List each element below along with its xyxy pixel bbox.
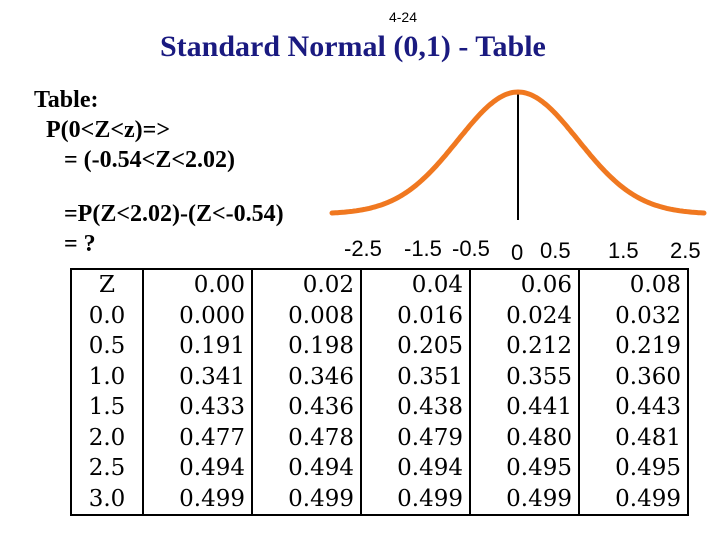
text-line-5: = ? <box>64 231 96 257</box>
probability-cell: 0.008 <box>251 300 361 331</box>
slide-title: Standard Normal (0,1) - Table <box>160 30 546 63</box>
table-header-cell: 0.06 <box>469 269 579 301</box>
probability-cell: 0.198 <box>251 331 361 362</box>
probability-cell: 0.024 <box>469 300 579 331</box>
probability-cell: 0.499 <box>251 483 361 515</box>
probability-cell: 0.494 <box>360 453 470 484</box>
probability-cell: 0.480 <box>469 422 579 453</box>
probability-cell: 0.441 <box>469 392 579 423</box>
probability-cell: 0.000 <box>142 300 252 331</box>
table-header-cell: Z <box>99 272 115 299</box>
probability-cell: 0.341 <box>142 361 252 392</box>
probability-cell: 0.494 <box>251 453 361 484</box>
text-line-1: Table: <box>34 87 99 113</box>
slide-number: 4-24 <box>388 9 418 25</box>
axis-label: -0.5 <box>452 236 490 261</box>
table-row: 2.0 0.477 0.478 0.479 0.480 0.481 <box>71 422 688 453</box>
probability-cell: 0.360 <box>578 361 688 392</box>
table-row: 1.0 0.341 0.346 0.351 0.355 0.360 <box>71 361 688 392</box>
probability-cell: 0.191 <box>142 331 252 362</box>
z-table: Z 0.00 0.02 0.04 0.06 0.08 0.0 0.000 0.008 0.016 0… <box>70 268 689 516</box>
probability-cell: 0.016 <box>360 300 470 331</box>
axis-label: 0 <box>511 240 524 265</box>
z-value-cell: 1.0 <box>88 363 126 390</box>
z-value-cell: 0.0 <box>88 302 126 329</box>
z-value-cell: 3.0 <box>88 485 126 512</box>
table-row: 1.5 0.433 0.436 0.438 0.441 0.443 <box>71 392 688 423</box>
probability-cell: 0.355 <box>469 361 579 392</box>
probability-cell: 0.346 <box>251 361 361 392</box>
table-row: 3.0 0.499 0.499 0.499 0.499 0.499 <box>71 483 688 515</box>
probability-cell: 0.477 <box>142 422 252 453</box>
probability-cell: 0.433 <box>142 392 252 423</box>
probability-cell: 0.481 <box>578 422 688 453</box>
probability-cell: 0.436 <box>251 392 361 423</box>
normal-curve <box>329 89 707 216</box>
text-line-3: = (-0.54<Z<2.02) <box>64 147 236 173</box>
probability-cell: 0.032 <box>578 300 688 331</box>
text-line-2: P(0<Z<z)=> <box>46 117 171 143</box>
z-value-cell: 1.5 <box>88 394 126 421</box>
probability-cell: 0.351 <box>360 361 470 392</box>
axis-label: 2.5 <box>670 238 701 263</box>
probability-cell: 0.495 <box>469 453 579 484</box>
normal-curve-plot <box>329 89 707 220</box>
probability-cell: 0.499 <box>578 483 688 515</box>
probability-cell: 0.478 <box>251 422 361 453</box>
probability-cell: 0.443 <box>578 392 688 423</box>
table-header-cell: 0.08 <box>578 269 688 301</box>
z-value-cell: 2.5 <box>88 455 126 482</box>
probability-cell: 0.494 <box>142 453 252 484</box>
axis-label: 0.5 <box>540 238 571 263</box>
probability-cell: 0.205 <box>360 331 470 362</box>
table-header-cell: 0.04 <box>360 269 470 301</box>
table-header-cell: 0.00 <box>142 269 252 301</box>
axis-label: -1.5 <box>404 236 442 261</box>
axis-label: 1.5 <box>608 238 639 263</box>
table-header-row: Z 0.00 0.02 0.04 0.06 0.08 <box>71 269 688 301</box>
probability-cell: 0.495 <box>578 453 688 484</box>
probability-cell: 0.438 <box>360 392 470 423</box>
table-row: 0.5 0.191 0.198 0.205 0.212 0.219 <box>71 331 688 362</box>
z-value-cell: 0.5 <box>88 333 126 360</box>
axis-label: -2.5 <box>344 236 382 261</box>
probability-cell: 0.479 <box>360 422 470 453</box>
text-line-4: =P(Z<2.02)-(Z<-0.54) <box>64 201 284 227</box>
probability-cell: 0.499 <box>142 483 252 515</box>
table-row: 0.0 0.000 0.008 0.016 0.024 0.032 <box>71 300 688 331</box>
z-value-cell: 2.0 <box>88 424 126 451</box>
probability-cell: 0.212 <box>469 331 579 362</box>
probability-cell: 0.219 <box>578 331 688 362</box>
probability-cell: 0.499 <box>469 483 579 515</box>
probability-cell: 0.499 <box>360 483 470 515</box>
axis-labels: -2.5 -1.5 -0.5 0 0.5 1.5 2.5 <box>0 236 720 266</box>
table-row: 2.5 0.494 0.494 0.494 0.495 0.495 <box>71 453 688 484</box>
table-header-cell: 0.02 <box>251 269 361 301</box>
